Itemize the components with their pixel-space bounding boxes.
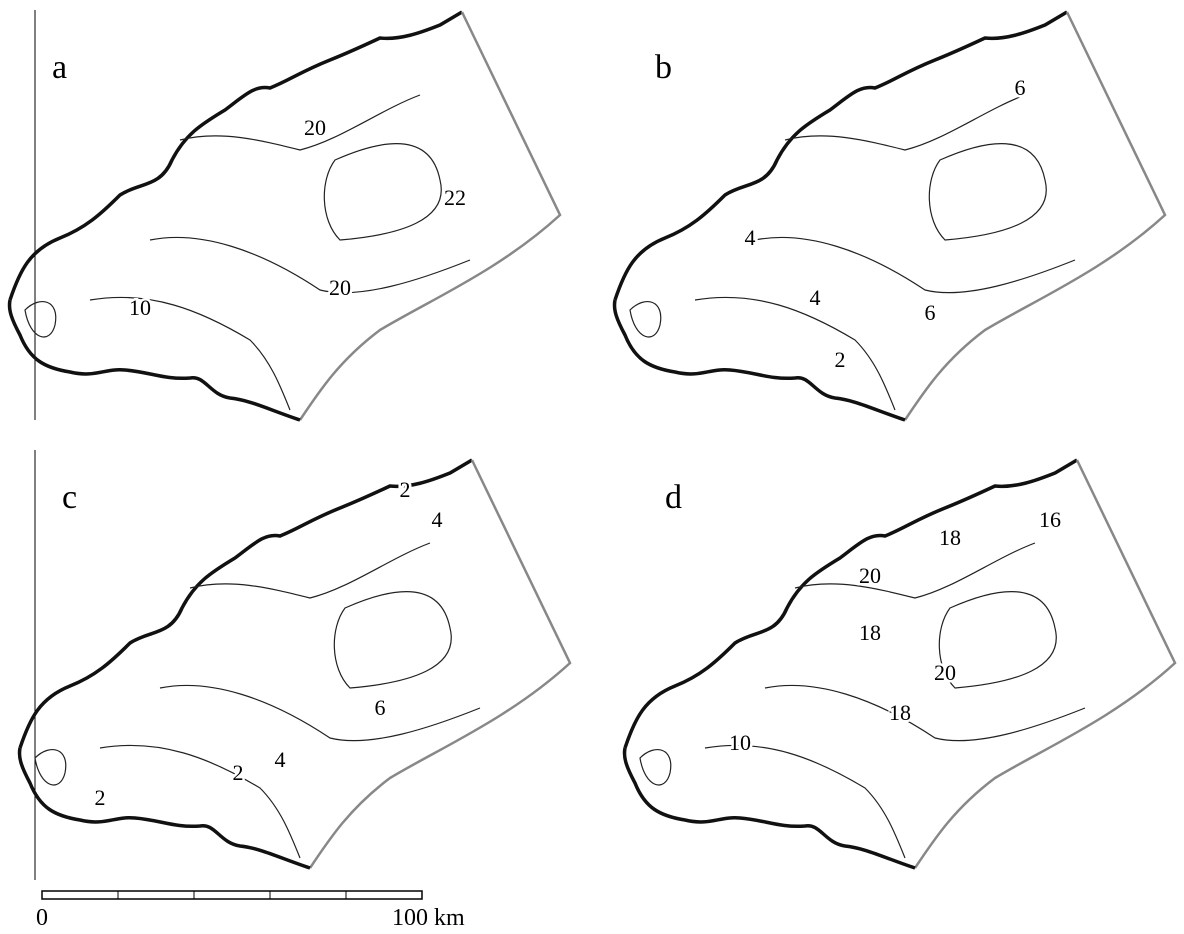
figure: 0 100 km a20222010b64462c246422d16182018… [0,0,1184,934]
contour-label: 22 [444,185,466,210]
scale-end: 100 km [392,905,465,931]
contour-label: 16 [1039,507,1061,532]
contour-label: 4 [810,285,821,310]
panel-letter: b [655,49,672,86]
contour-label: 20 [934,660,956,685]
panel-letter: d [665,479,682,516]
contour-label: 2 [400,477,411,502]
contour-label: 20 [304,115,326,140]
contour-label: 2 [233,760,244,785]
contour-label: 18 [889,700,911,725]
scale-bar: 0 100 km [36,891,465,931]
map-panel [9,12,560,420]
contour-label: 6 [375,695,386,720]
contour-label: 4 [275,747,286,772]
contour-label: 2 [95,785,106,810]
contour-label: 2 [835,347,846,372]
contour-label: 4 [432,507,443,532]
contour-label: 20 [329,275,351,300]
map-panel [614,12,1165,420]
contour-label: 10 [129,295,151,320]
contour-label: 20 [859,563,881,588]
contour-label: 18 [859,620,881,645]
panel-letter: c [62,479,77,516]
scale-start: 0 [36,905,48,931]
contour-label: 4 [745,225,756,250]
panel-letter: a [52,49,67,86]
contour-label: 6 [1015,75,1026,100]
map-panel [624,460,1175,868]
contour-label: 6 [925,300,936,325]
contour-label: 10 [729,730,751,755]
contour-label: 18 [939,525,961,550]
